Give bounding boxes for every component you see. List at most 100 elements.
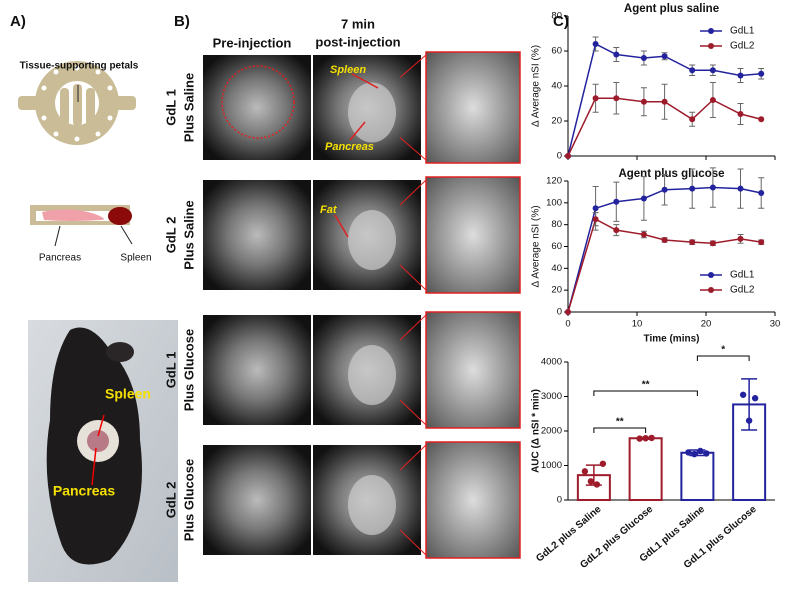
panel-label: C)	[553, 13, 569, 30]
data-point	[640, 195, 647, 202]
roi	[221, 65, 295, 139]
data-point	[661, 53, 668, 60]
y-tick-label: 60	[551, 46, 562, 57]
data-point	[745, 417, 753, 424]
legend-label: GdL1	[730, 270, 755, 281]
y-tick-label: 100	[546, 197, 562, 208]
zoom-image	[425, 51, 521, 164]
data-point	[758, 116, 765, 123]
data-point	[737, 235, 744, 242]
arrow	[349, 121, 366, 141]
legend-label: GdL2	[730, 285, 755, 296]
y-tick-label: 2000	[541, 426, 562, 437]
connector	[399, 399, 427, 426]
image-annotation: Pancreas	[325, 141, 374, 153]
data-point	[709, 67, 716, 74]
y-axis-label: Δ Average nSI (%)	[531, 205, 542, 287]
data-point	[691, 450, 698, 458]
data-point	[689, 185, 696, 192]
data-point	[613, 227, 620, 234]
row-label: Plus Saline	[181, 73, 196, 142]
data-point	[636, 435, 643, 442]
legend-label: GdL1	[730, 26, 755, 37]
data-point	[592, 41, 599, 47]
data-point	[739, 391, 747, 398]
petal-holder	[18, 61, 136, 145]
legend-marker	[708, 28, 714, 34]
organ	[348, 345, 396, 405]
data-point	[613, 51, 620, 58]
bar	[628, 437, 663, 501]
significance-label: **	[616, 417, 624, 428]
data-point	[737, 72, 744, 79]
mri-image	[203, 55, 311, 160]
data-point	[709, 97, 716, 103]
image-annotation: Spleen	[330, 64, 366, 76]
y-tick-label: 80	[551, 219, 562, 230]
panel-label: B)	[174, 13, 190, 30]
connector	[399, 264, 427, 291]
data-point	[592, 205, 599, 212]
zoom-image	[425, 176, 521, 294]
y-tick-label: 20	[551, 285, 562, 296]
bar	[680, 451, 715, 501]
mri-image	[203, 315, 311, 425]
legend-marker	[708, 43, 714, 49]
data-point	[758, 239, 765, 246]
data-point	[697, 447, 704, 455]
data-point	[565, 153, 571, 159]
data-point	[592, 216, 599, 223]
mouse-photo	[28, 320, 178, 582]
chart-title: Agent plus glucose	[618, 168, 724, 180]
data-point	[640, 98, 647, 105]
row-label: GdL 1	[163, 89, 178, 126]
data-point	[709, 240, 716, 247]
row-label: Plus Glucose	[181, 329, 196, 411]
significance-bracket	[593, 390, 698, 396]
legend-marker	[708, 287, 714, 293]
data-point	[689, 239, 696, 246]
data-point	[640, 231, 647, 238]
organ	[348, 210, 396, 270]
side-view	[30, 205, 133, 247]
label: Pancreas	[39, 253, 81, 264]
data-point	[661, 186, 668, 193]
data-point	[758, 190, 765, 197]
connector	[399, 54, 427, 78]
connector	[399, 314, 427, 341]
legend-label: GdL2	[730, 41, 755, 52]
data-point	[587, 478, 595, 485]
organ	[348, 475, 396, 535]
panel-label: A)	[10, 13, 26, 30]
connector	[399, 444, 427, 471]
arrow	[334, 214, 349, 238]
y-tick-label: 120	[546, 176, 562, 187]
y-tick-label: 40	[551, 81, 562, 92]
data-point	[565, 309, 571, 315]
data-point	[661, 98, 668, 105]
arrow	[351, 73, 379, 89]
data-point	[642, 435, 649, 442]
label: Spleen	[105, 386, 151, 402]
y-tick-label: 0	[557, 495, 562, 506]
y-tick-label: 1000	[541, 460, 562, 471]
data-point	[599, 460, 607, 467]
zoom-image	[425, 441, 521, 559]
label: Tissue-supporting petals	[20, 61, 139, 72]
series-line	[567, 218, 762, 313]
data-point	[689, 116, 696, 123]
y-tick-label: 4000	[541, 357, 562, 368]
x-tick-label: 30	[770, 319, 781, 330]
y-tick-label: 60	[551, 241, 562, 252]
data-point	[737, 185, 744, 192]
legend-marker	[708, 272, 714, 278]
data-point	[709, 184, 716, 191]
zoom-image	[425, 311, 521, 429]
mri-image	[203, 180, 311, 290]
data-point	[737, 111, 744, 117]
data-point	[613, 95, 620, 102]
data-point	[685, 449, 692, 456]
row-label: Plus Saline	[181, 200, 196, 269]
y-tick-label: 80	[551, 11, 562, 22]
